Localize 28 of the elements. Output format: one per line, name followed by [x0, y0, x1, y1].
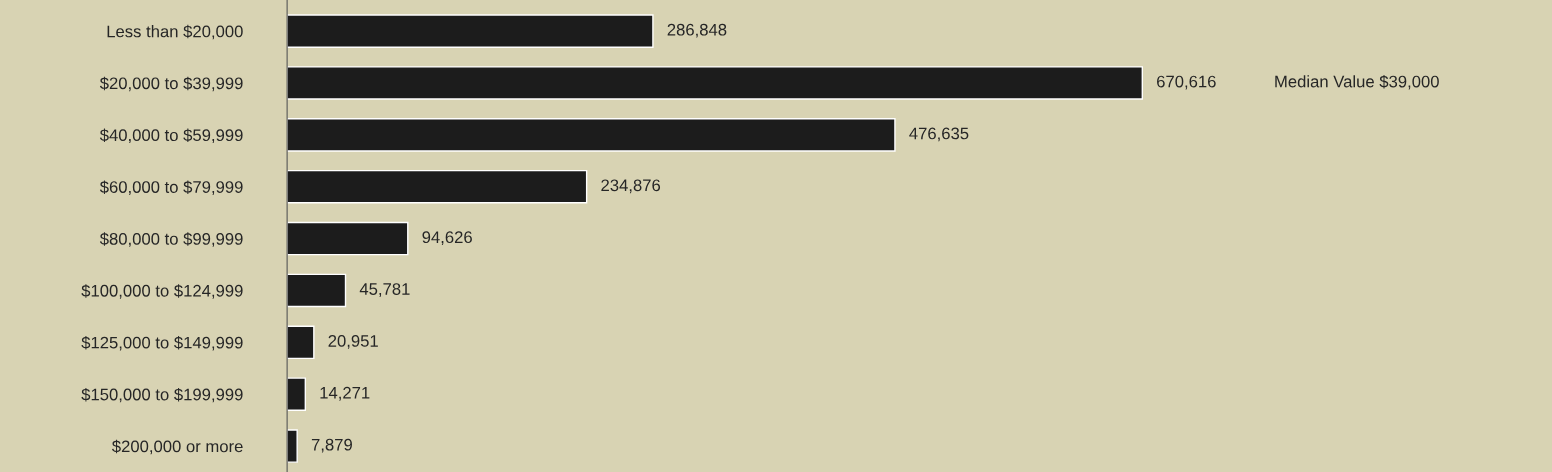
y-tick-label: $60,000 to $79,999 — [99, 180, 243, 195]
bar — [287, 118, 896, 152]
data-label: 14,271 — [320, 386, 370, 401]
data-label: 670,616 — [1157, 75, 1216, 90]
bar — [287, 14, 654, 48]
bar — [287, 66, 1143, 100]
y-tick-label: $80,000 to $99,999 — [99, 232, 243, 247]
data-label: 234,876 — [601, 179, 661, 194]
bar — [287, 169, 588, 204]
data-label: 20,951 — [328, 335, 378, 349]
bar — [287, 377, 307, 411]
data-label: 94,626 — [422, 231, 472, 246]
y-tick-label: $200,000 or more — [112, 439, 243, 455]
y-tick-label: $125,000 to $149,999 — [81, 336, 243, 351]
data-label: 45,781 — [359, 283, 410, 297]
y-tick-label: $150,000 to $199,999 — [81, 387, 243, 403]
y-tick-label: $20,000 to $39,999 — [99, 76, 243, 92]
y-tick-label: $100,000 to $124,999 — [81, 284, 243, 299]
bar — [287, 325, 315, 360]
bar — [287, 429, 298, 463]
bar — [287, 273, 347, 308]
bar — [287, 221, 409, 256]
text: Median Value $39,000 — [1275, 74, 1439, 90]
data-label: 7,879 — [311, 438, 352, 453]
data-label: 476,635 — [909, 127, 969, 142]
y-tick-label: $40,000 to $59,999 — [99, 128, 243, 144]
y-tick-label: Less than $20,000 — [107, 24, 243, 40]
data-label: 286,848 — [667, 23, 727, 38]
